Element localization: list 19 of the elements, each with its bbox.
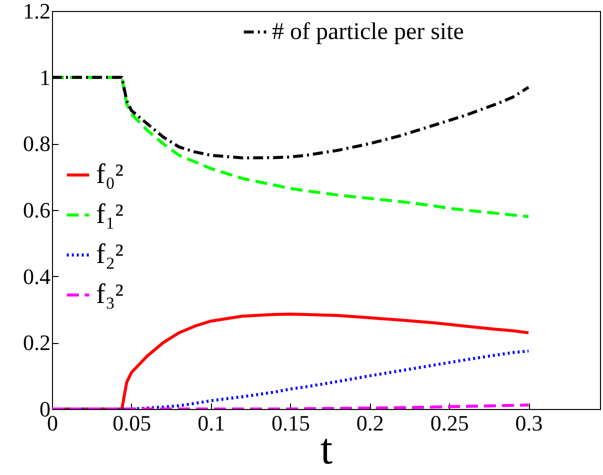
x-tick-label: 0.05 [112, 410, 152, 436]
y-tick-label: 0.6 [23, 198, 50, 222]
line-series [52, 76, 530, 160]
legend-label: f₀² [96, 159, 124, 190]
x-tick-label: 0.2 [356, 410, 384, 436]
x-tick-label: 0.15 [272, 410, 310, 436]
legend-label: # of particle per site [272, 19, 464, 45]
legend-label: f₂² [96, 239, 124, 270]
y-tick-label: 0.2 [23, 330, 50, 356]
legend-label: f₁² [96, 199, 124, 230]
y-tick-label: 0.8 [23, 131, 50, 156]
legend-label: f₃² [96, 279, 124, 310]
y-tick-label: 1.2 [23, 0, 50, 24]
x-axis-title: t [320, 424, 333, 474]
y-tick-label: 1 [40, 64, 50, 90]
y-tick-label: 0.4 [23, 264, 50, 289]
x-tick-label: 0.3 [515, 410, 543, 436]
x-tick-label: 0.1 [198, 410, 226, 436]
x-tick-label: 0.25 [430, 410, 469, 436]
